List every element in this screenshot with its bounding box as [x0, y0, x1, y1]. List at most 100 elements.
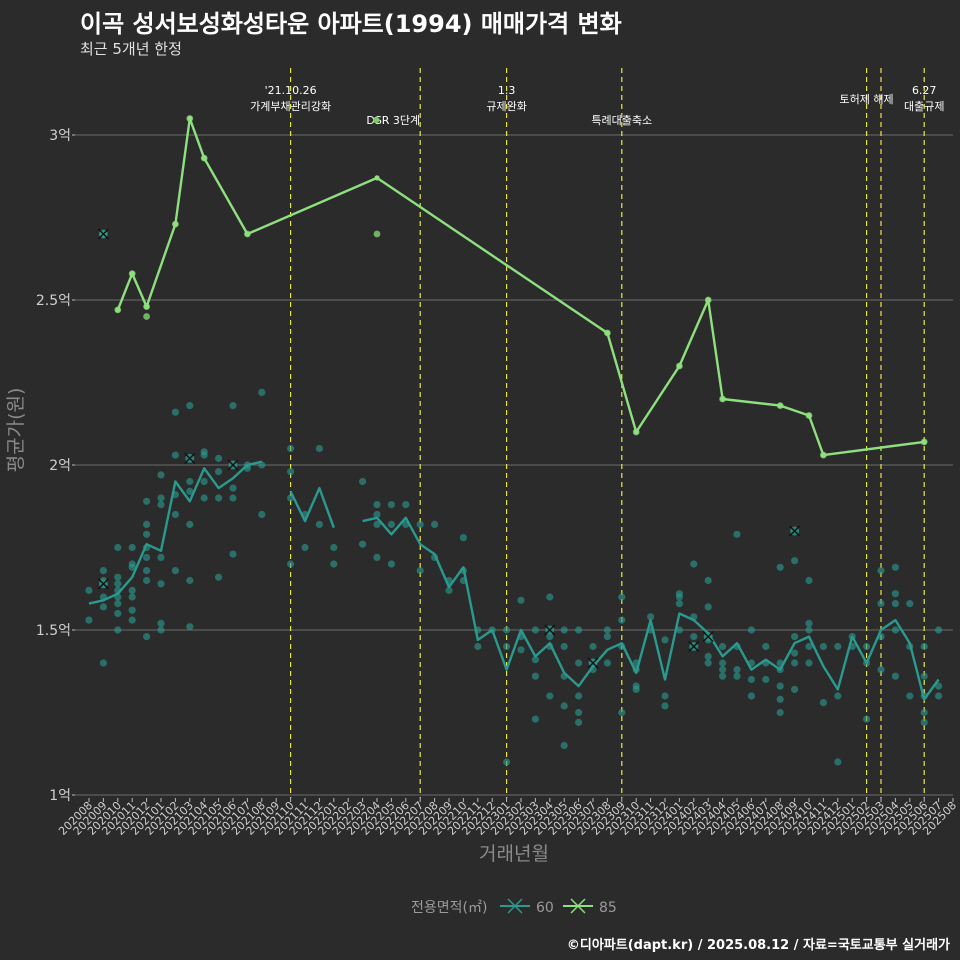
y-tick-label: 3억	[49, 128, 71, 144]
event-label: 6.27	[912, 84, 937, 97]
point-60	[431, 520, 439, 529]
point-60	[719, 666, 727, 674]
point-60	[517, 596, 525, 604]
point-60	[387, 501, 395, 509]
point-60	[258, 388, 266, 396]
point-60	[733, 530, 741, 538]
marker-cross	[227, 459, 239, 471]
line-85-vertex	[705, 297, 711, 303]
point-60	[891, 600, 900, 608]
event-label: 규제완화	[486, 100, 526, 113]
point-60	[157, 501, 165, 509]
point-60	[690, 560, 698, 568]
point-60	[560, 702, 568, 710]
point-60	[920, 642, 928, 651]
point-60	[891, 626, 900, 634]
point-60	[517, 646, 525, 654]
point-60	[143, 567, 151, 575]
point-60	[416, 567, 424, 575]
point-60	[560, 741, 568, 750]
point-60	[531, 656, 540, 664]
point-60	[920, 718, 928, 727]
line-85-vertex	[129, 271, 135, 277]
point-60	[603, 626, 612, 634]
line-85-vertex	[777, 403, 783, 409]
event-label: 특례대출축소	[591, 114, 652, 127]
point-60	[373, 520, 381, 529]
point-60	[704, 603, 712, 611]
point-60	[618, 616, 626, 624]
point-60	[215, 468, 223, 476]
point-60	[171, 408, 179, 416]
chart-title: 이곡 성서보성화성타운 아파트(1994) 매매가격 변화	[80, 10, 622, 38]
chart-subtitle: 최근 5개년 한정	[80, 40, 182, 58]
point-60	[315, 520, 323, 529]
event-label: 가계부채관리강화	[250, 100, 331, 113]
point-60	[373, 553, 381, 562]
point-60	[402, 501, 410, 509]
line-85-vertex	[676, 363, 683, 369]
point-60	[675, 626, 684, 634]
transaction-points	[85, 115, 943, 766]
point-60	[891, 563, 900, 571]
point-60	[157, 626, 165, 634]
x-axis-ticks: 2020082020092020102020112020122021012021…	[56, 798, 959, 838]
average-price-lines	[88, 115, 940, 701]
line-85-vertex	[144, 304, 150, 310]
point-60	[791, 557, 799, 565]
point-60	[747, 675, 756, 684]
legend-label-60: 60	[536, 900, 554, 916]
point-60	[186, 520, 194, 529]
marker-cross	[97, 578, 109, 590]
line-85	[116, 117, 925, 457]
point-60	[143, 530, 151, 538]
point-60	[128, 563, 136, 571]
cross-markers	[97, 228, 801, 669]
point-60	[186, 576, 194, 585]
point-60	[560, 642, 568, 651]
point-60	[373, 510, 381, 519]
y-axis-ticks: 1억 1.5억 2억 2.5억 3억	[36, 128, 75, 804]
point-60	[776, 695, 784, 703]
point-60	[229, 484, 237, 492]
line-85-vertex	[921, 439, 927, 445]
point-60	[128, 593, 136, 601]
point-60	[776, 682, 784, 690]
point-60	[690, 633, 698, 641]
point-60	[359, 477, 367, 486]
marker-cross	[544, 624, 556, 636]
line-85-vertex	[604, 330, 611, 336]
point-60	[834, 642, 842, 651]
point-60	[935, 626, 943, 634]
point-60	[287, 444, 295, 453]
point-60	[618, 708, 626, 717]
point-60	[359, 540, 367, 548]
point-60	[546, 593, 554, 601]
point-60	[935, 682, 943, 690]
point-60	[114, 543, 122, 552]
point-60	[791, 685, 799, 694]
line-85-vertex	[244, 231, 250, 237]
point-60	[805, 626, 813, 634]
point-60	[531, 626, 540, 634]
y-tick-label: 2.5억	[36, 293, 71, 309]
point-60	[229, 550, 237, 558]
point-60	[546, 633, 554, 641]
point-60	[114, 600, 122, 608]
point-60	[575, 708, 583, 717]
point-60	[128, 606, 136, 614]
point-60	[647, 613, 655, 621]
point-60	[186, 477, 194, 486]
line-85-vertex	[172, 221, 178, 227]
point-60	[114, 580, 122, 588]
point-60	[330, 560, 338, 568]
line-85-vertex	[720, 396, 726, 402]
point-60	[863, 642, 871, 651]
point-60	[632, 685, 640, 694]
point-60	[215, 573, 223, 581]
point-60	[459, 534, 467, 542]
point-60	[704, 576, 712, 585]
marker-cross	[97, 228, 109, 240]
point-60	[661, 702, 669, 710]
marker-cross	[587, 657, 599, 669]
